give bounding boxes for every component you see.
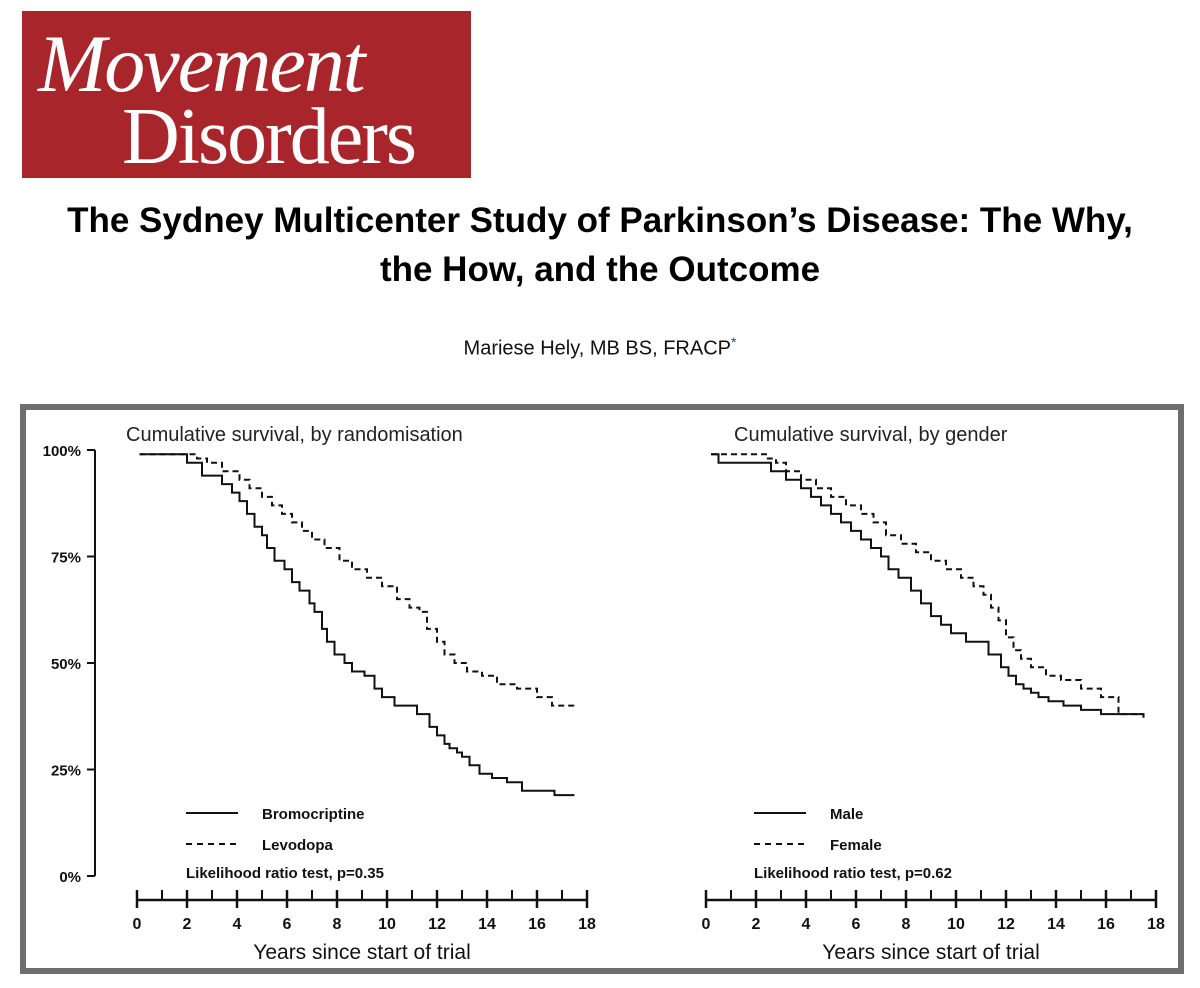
survival-charts: Cumulative survival, by randomisation 0% 2… — [43, 424, 1165, 964]
x-tick-label-0: 0 — [133, 916, 142, 933]
article-title-line2: the How, and the Outcome — [379, 250, 821, 289]
series-line-female — [711, 453, 1145, 719]
article-title-line1: The Sydney Multicenter Study of Parkinso… — [67, 201, 1133, 240]
series-line-male — [711, 453, 1144, 716]
x-tick-label-6: 6 — [852, 916, 861, 933]
x-tick-label-10: 10 — [378, 916, 396, 933]
journal-logo: Movement Disorders — [22, 11, 471, 178]
journal-logo-line1: Movement — [38, 18, 365, 109]
x-tick-label-16: 16 — [528, 916, 546, 933]
x-tick-label-4: 4 — [233, 916, 242, 933]
annotation-0: Likelihood ratio test, p=0.35 — [186, 865, 384, 882]
x-tick-label-2: 2 — [752, 916, 761, 933]
legend-label-female: Female — [830, 837, 882, 854]
x-tick-label-8: 8 — [333, 916, 342, 933]
author-footnote-link[interactable]: * — [731, 334, 737, 350]
x-tick-label-12: 12 — [428, 916, 446, 933]
author-name: Mariese Hely, MB BS, FRACP — [463, 337, 731, 360]
article-author: Mariese Hely, MB BS, FRACP* — [0, 334, 1200, 361]
x-axis-label-1: Years since start of trial — [822, 941, 1040, 964]
x-tick-label-10: 10 — [947, 916, 965, 933]
legend-label-male: Male — [830, 806, 863, 823]
x-tick-label-18: 18 — [1147, 916, 1165, 933]
x-tick-label-2: 2 — [183, 916, 192, 933]
x-axis-label-0: Years since start of trial — [253, 941, 471, 964]
x-tick-label-12: 12 — [997, 916, 1015, 933]
x-tick-label-16: 16 — [1097, 916, 1115, 933]
series-line-bromocriptine — [139, 453, 575, 797]
y-tick-label-75: 75% — [51, 550, 81, 567]
x-tick-label-14: 14 — [478, 916, 496, 933]
annotation-1: Likelihood ratio test, p=0.62 — [754, 865, 952, 882]
y-tick-label-50: 50% — [51, 656, 81, 673]
chart-title-0: Cumulative survival, by randomisation — [126, 424, 463, 446]
x-tick-label-6: 6 — [283, 916, 292, 933]
y-tick-label-0: 0% — [59, 869, 81, 886]
y-tick-label-100: 100% — [43, 443, 81, 460]
chart-title-1: Cumulative survival, by gender — [734, 424, 1008, 446]
x-tick-label-4: 4 — [802, 916, 811, 933]
x-tick-label-8: 8 — [902, 916, 911, 933]
survival-figure: Cumulative survival, by randomisation 0% 2… — [20, 404, 1184, 974]
x-tick-label-18: 18 — [578, 916, 596, 933]
article-title: The Sydney Multicenter Study of Parkinso… — [0, 196, 1200, 294]
series-line-levodopa — [139, 453, 575, 707]
legend-label-bromocriptine: Bromocriptine — [262, 806, 365, 823]
y-tick-label-25: 25% — [51, 763, 81, 780]
journal-logo-line2: Disorders — [122, 93, 417, 181]
x-tick-label-14: 14 — [1047, 916, 1065, 933]
legend-label-levodopa: Levodopa — [262, 837, 333, 854]
x-tick-label-0: 0 — [702, 916, 711, 933]
